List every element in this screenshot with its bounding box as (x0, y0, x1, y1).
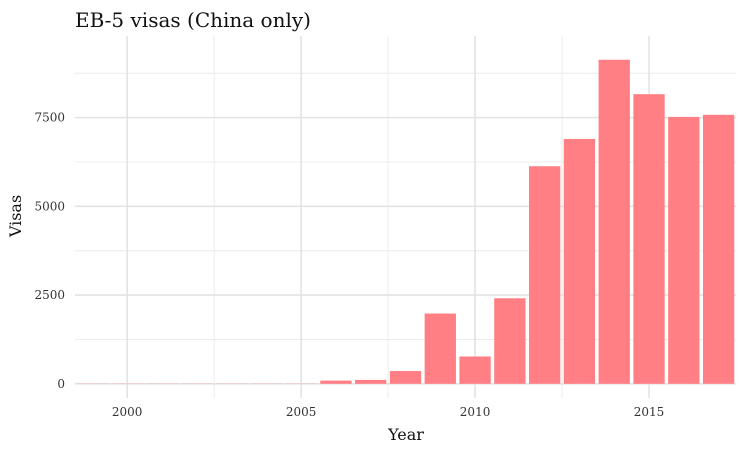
x-axis-ticks: 2000 2005 2010 2015 (112, 405, 664, 419)
bar-2016 (668, 116, 700, 384)
bar-2007 (355, 379, 387, 384)
bar-2009 (424, 313, 456, 384)
y-tick-label: 0 (57, 377, 65, 391)
bar-2017 (702, 114, 735, 384)
y-tick-label: 7500 (34, 111, 65, 125)
bar-2012 (529, 166, 561, 384)
bar-2006 (320, 380, 352, 384)
x-tick-label: 2015 (634, 405, 665, 419)
bar-2011 (494, 298, 526, 384)
y-tick-label: 2500 (34, 288, 65, 302)
x-tick-label: 2000 (112, 405, 143, 419)
y-axis-ticks: 0 2500 5000 7500 (34, 111, 65, 391)
x-tick-label: 2010 (460, 405, 491, 419)
x-axis-title: Year (387, 425, 424, 444)
bar-2010 (459, 356, 491, 384)
bar-2013 (563, 138, 596, 384)
bar-2014 (598, 59, 630, 384)
bars (76, 59, 735, 384)
y-axis-title: Visas (6, 195, 25, 238)
chart-title: EB-5 visas (China only) (75, 8, 311, 32)
y-tick-label: 5000 (34, 199, 65, 213)
bar-2008 (389, 371, 422, 384)
x-tick-label: 2005 (286, 405, 317, 419)
bar-2015 (633, 94, 665, 384)
